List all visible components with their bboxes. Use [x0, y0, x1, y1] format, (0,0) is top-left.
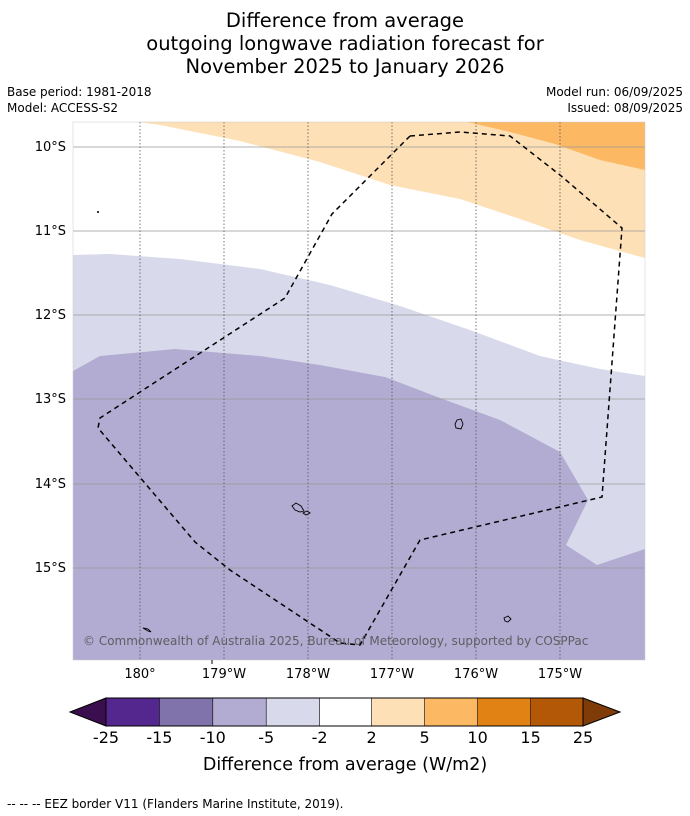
anomaly-region-plus2	[138, 122, 645, 258]
colorbar-bin-5	[319, 698, 372, 726]
islands	[96, 210, 512, 633]
colorbar-bin-8	[477, 698, 531, 726]
model-text: Model: ACCESS-S2	[7, 101, 119, 115]
colorbar-bin-7	[424, 698, 478, 726]
island-futuna	[291, 502, 305, 513]
island-alofi	[302, 510, 311, 516]
colorbar-tick-8: 15	[520, 728, 540, 747]
island-small-south	[503, 615, 512, 623]
longitude-gridlines	[139, 122, 561, 660]
colorbar-extend-high	[582, 697, 622, 727]
island-uvea	[454, 418, 464, 430]
colorbar-tick-0: -25	[93, 728, 119, 747]
lat-label-13s: 13°S	[35, 392, 66, 407]
model-run-text: Model run: 06/09/2025	[545, 85, 683, 99]
colorbar-label: Difference from average (W/m2)	[203, 755, 487, 775]
colorbar-bin-6	[371, 698, 425, 726]
colorbar-tick-6: 5	[420, 728, 430, 747]
issued-text: Issued: 08/09/2025	[567, 101, 683, 115]
title-line-3: November 2025 to January 2026	[185, 55, 505, 78]
colorbar-tick-4: -2	[312, 728, 328, 747]
lon-label-176w: 176°W	[454, 667, 498, 682]
lon-label-179w: 179°W	[202, 667, 246, 682]
eez-footnote: -- -- -- EEZ border V11 (Flanders Marine…	[7, 797, 344, 811]
colorbar-outline	[105, 697, 584, 727]
lat-label-15s: 15°S	[35, 561, 66, 576]
colorbar-extend-low	[68, 697, 107, 727]
copyright-text: © Commonwealth of Australia 2025, Bureau…	[83, 634, 588, 648]
lat-label-14s: 14°S	[35, 477, 66, 492]
colorbar-tick-2: -10	[200, 728, 226, 747]
colorbar-bin-3	[212, 698, 267, 726]
title-line-2: outgoing longwave radiation forecast for	[146, 32, 544, 55]
eez-border	[97, 131, 623, 646]
lon-label-178w: 178°W	[286, 667, 330, 682]
colorbar: -25 -15 -10 -5 -2 2 5 10 15 25 Differenc…	[68, 697, 622, 775]
colorbar-bin-9	[530, 698, 583, 726]
colorbar-bin-4	[266, 698, 320, 726]
lon-label-180: 180°	[124, 667, 155, 682]
colorbar-tick-3: -5	[258, 728, 274, 747]
anomaly-region-plus5	[467, 122, 645, 170]
latitude-gridlines	[73, 146, 645, 569]
title-line-1: Difference from average	[225, 9, 465, 32]
lon-label-177w: 177°W	[370, 667, 414, 682]
colorbar-tick-7: 10	[467, 728, 487, 747]
colorbar-bin-1	[106, 698, 160, 726]
map-frame	[72, 121, 646, 661]
base-period-text: Base period: 1981-2018	[7, 85, 152, 99]
map-panel: © Commonwealth of Australia 2025, Bureau…	[73, 122, 645, 660]
island-dot-northwest	[96, 210, 100, 214]
colorbar-tick-5: 2	[367, 728, 377, 747]
colorbar-bin-2	[159, 698, 213, 726]
lat-label-11s: 11°S	[35, 224, 66, 239]
lat-label-12s: 12°S	[35, 308, 66, 323]
lat-label-10s: 10°S	[35, 140, 66, 155]
lon-label-175w: 175°W	[538, 667, 582, 682]
colorbar-tick-9: 25	[573, 728, 593, 747]
colorbar-tick-1: -15	[146, 728, 172, 747]
anomaly-region-minus10	[73, 349, 645, 660]
island-small-southwest	[142, 627, 152, 633]
